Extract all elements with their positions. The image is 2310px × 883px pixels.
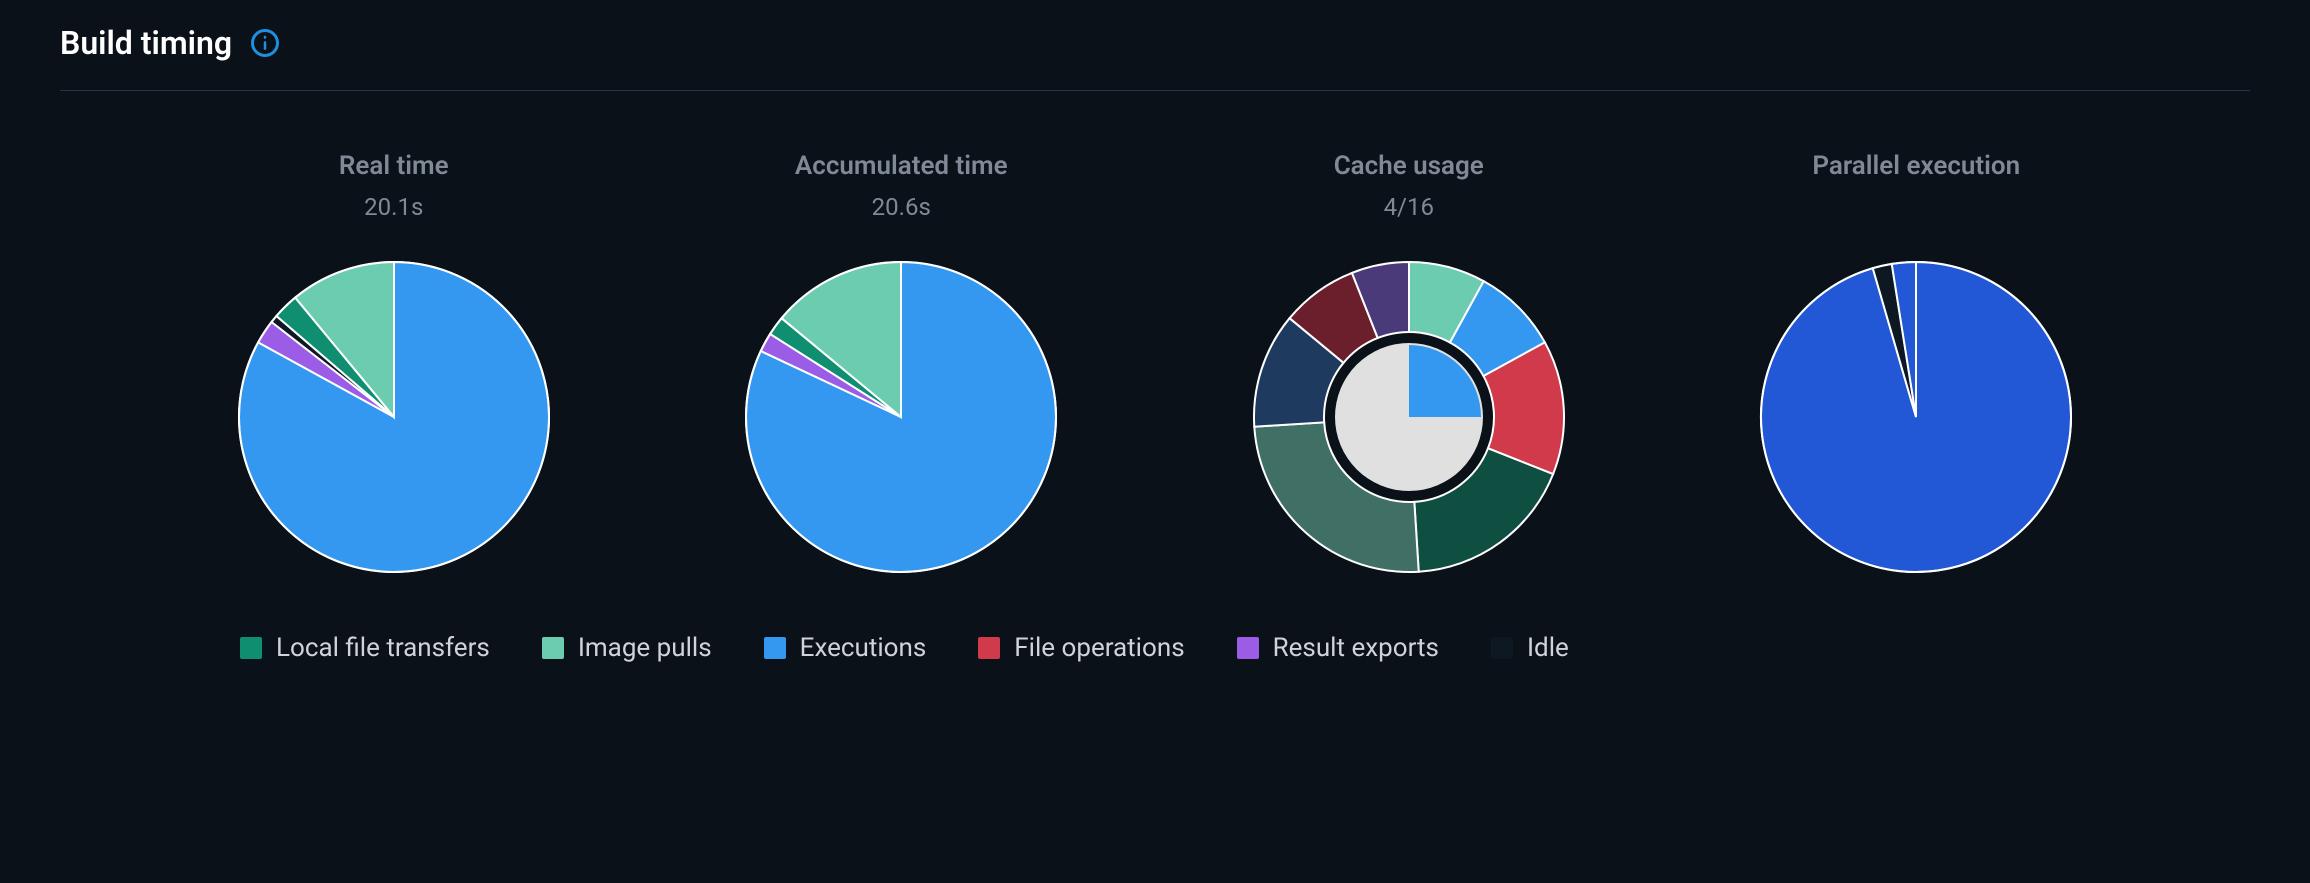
legend-swatch-icon [978, 637, 1000, 659]
chart-canvas[interactable] [234, 257, 554, 577]
chart-accumulated_time: Accumulated time 20.6s [648, 151, 1156, 577]
info-icon[interactable] [250, 28, 280, 58]
charts-row: Real time 20.1s Accumulated time 20.6s Cache… [60, 151, 2250, 577]
legend-item[interactable]: File operations [978, 633, 1184, 663]
legend: Local file transfers Image pulls Execution… [60, 633, 2250, 663]
legend-swatch-icon [764, 637, 786, 659]
legend-label: Executions [800, 633, 927, 663]
chart-title: Parallel execution [1812, 151, 2020, 181]
legend-label: File operations [1014, 633, 1184, 663]
chart-real_time: Real time 20.1s [140, 151, 648, 577]
chart-cache_usage: Cache usage 4/16 [1155, 151, 1663, 577]
legend-item[interactable]: Idle [1491, 633, 1569, 663]
chart-title: Cache usage [1334, 151, 1484, 181]
legend-item[interactable]: Result exports [1237, 633, 1439, 663]
legend-swatch-icon [1237, 637, 1259, 659]
legend-label: Image pulls [578, 633, 712, 663]
legend-swatch-icon [542, 637, 564, 659]
legend-swatch-icon [240, 637, 262, 659]
legend-item[interactable]: Image pulls [542, 633, 712, 663]
chart-title: Accumulated time [795, 151, 1008, 181]
chart-title: Real time [339, 151, 449, 181]
legend-item[interactable]: Executions [764, 633, 927, 663]
legend-label: Result exports [1273, 633, 1439, 663]
chart-canvas[interactable] [1249, 257, 1569, 577]
build-timing-panel: Build timing Real time 20.1s Accumulated t… [0, 0, 2310, 883]
legend-item[interactable]: Local file transfers [240, 633, 490, 663]
panel-header: Build timing [60, 24, 2250, 91]
legend-swatch-icon [1491, 637, 1513, 659]
chart-parallel_execution: Parallel execution [1663, 151, 2171, 577]
chart-canvas[interactable] [1756, 257, 2076, 577]
chart-subtitle: 20.6s [872, 193, 931, 221]
legend-label: Idle [1527, 633, 1569, 663]
legend-label: Local file transfers [276, 633, 490, 663]
chart-subtitle: 20.1s [364, 193, 423, 221]
chart-canvas[interactable] [741, 257, 1061, 577]
chart-subtitle: 4/16 [1384, 193, 1434, 221]
panel-title: Build timing [60, 24, 232, 62]
